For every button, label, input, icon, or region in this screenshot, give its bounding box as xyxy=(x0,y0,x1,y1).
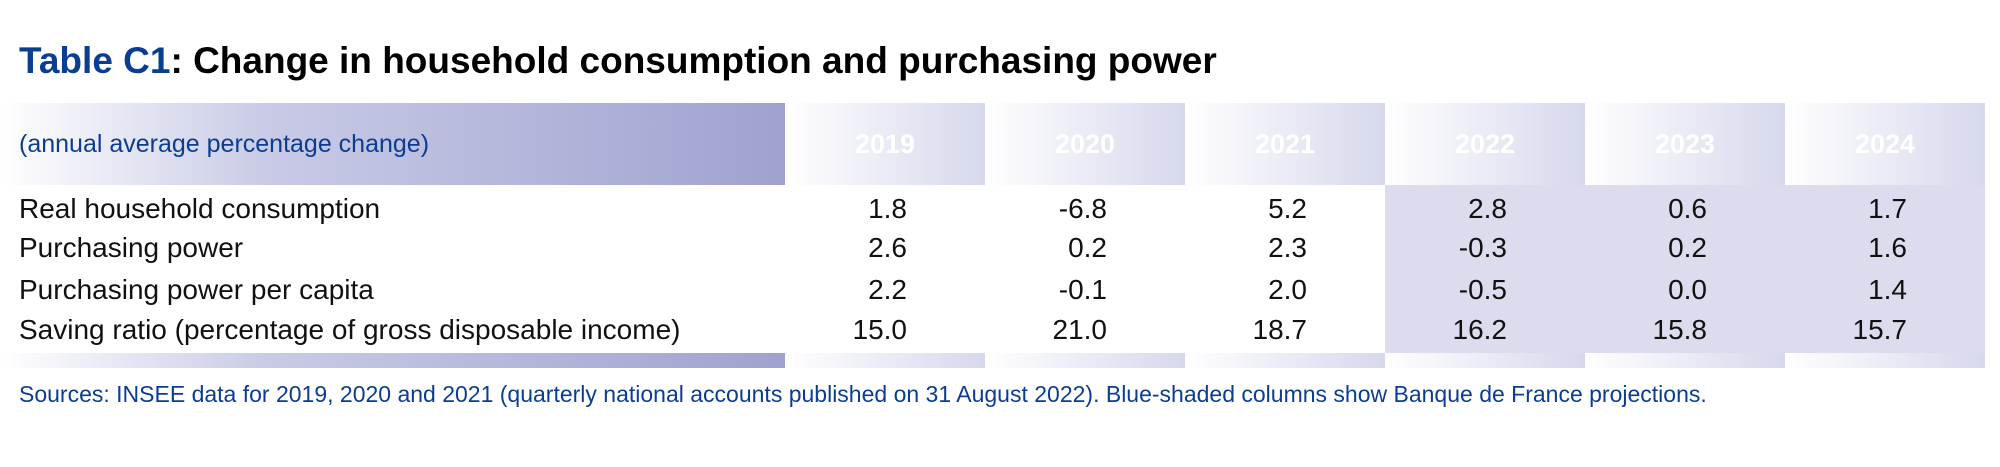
table-row: Purchasing power 2.6 0.2 2.3 -0.3 0.2 1.… xyxy=(0,227,1985,269)
year-header: 2023 xyxy=(1585,103,1785,185)
projection-cell: 0.0 xyxy=(1585,269,1785,311)
table-row: Purchasing power per capita 2.2 -0.1 2.0… xyxy=(0,269,1985,311)
year-header: 2022 xyxy=(1385,103,1585,185)
table-title: Table C1: Change in household consumptio… xyxy=(19,40,1217,82)
projection-cell: 1.6 xyxy=(1785,227,1985,269)
projection-cell: 15.7 xyxy=(1785,311,1985,353)
projection-cell: 0.6 xyxy=(1585,185,1785,227)
consumption-table: (annual average percentage change) 2019 … xyxy=(0,103,1985,368)
cell-value: 18.7 xyxy=(1252,314,1308,345)
cell-value: 5.2 xyxy=(1268,193,1307,224)
projection-cell: 0.2 xyxy=(1585,227,1785,269)
row-label: Purchasing power per capita xyxy=(19,274,374,305)
projection-cell: 15.8 xyxy=(1585,311,1785,353)
projection-cell: 1.4 xyxy=(1785,269,1985,311)
projection-cell: 16.2 xyxy=(1385,311,1585,353)
cell-value: -6.8 xyxy=(1058,193,1107,224)
year-header: 2024 xyxy=(1785,103,1985,185)
cell-value: 21.0 xyxy=(1052,314,1108,345)
cell-value: 2.2 xyxy=(868,274,907,305)
year-header: 2020 xyxy=(985,103,1185,185)
projection-cell: -0.3 xyxy=(1385,227,1585,269)
bottom-rule xyxy=(0,353,1985,368)
table-row: Saving ratio (percentage of gross dispos… xyxy=(0,311,1985,353)
cell-value: 1.8 xyxy=(868,193,907,224)
header-row: (annual average percentage change) 2019 … xyxy=(0,103,1985,185)
cell-value: -0.1 xyxy=(1058,274,1107,305)
cell-value: 15.0 xyxy=(852,314,908,345)
cell-value: 2.6 xyxy=(868,232,907,263)
row-label: Purchasing power xyxy=(19,232,244,263)
projection-cell: 1.7 xyxy=(1785,185,1985,227)
table-number: Table C1 xyxy=(19,40,171,81)
projection-cell: -0.5 xyxy=(1385,269,1585,311)
data-table-container: (annual average percentage change) 2019 … xyxy=(0,103,1985,368)
row-label: Real household consumption xyxy=(19,193,381,224)
year-header: 2021 xyxy=(1185,103,1385,185)
unit-note: (annual average percentage change) xyxy=(0,103,785,185)
cell-value: 0.2 xyxy=(1068,232,1107,263)
table-title-text: : Change in household consumption and pu… xyxy=(170,40,1217,81)
source-note: Sources: INSEE data for 2019, 2020 and 2… xyxy=(19,381,1707,407)
table-row: Real household consumption 1.8 -6.8 5.2 … xyxy=(0,185,1985,227)
cell-value: 2.0 xyxy=(1268,274,1307,305)
row-label: Saving ratio (percentage of gross dispos… xyxy=(19,314,681,345)
projection-cell: 2.8 xyxy=(1385,185,1585,227)
cell-value: 2.3 xyxy=(1268,232,1307,263)
year-header: 2019 xyxy=(785,103,985,185)
